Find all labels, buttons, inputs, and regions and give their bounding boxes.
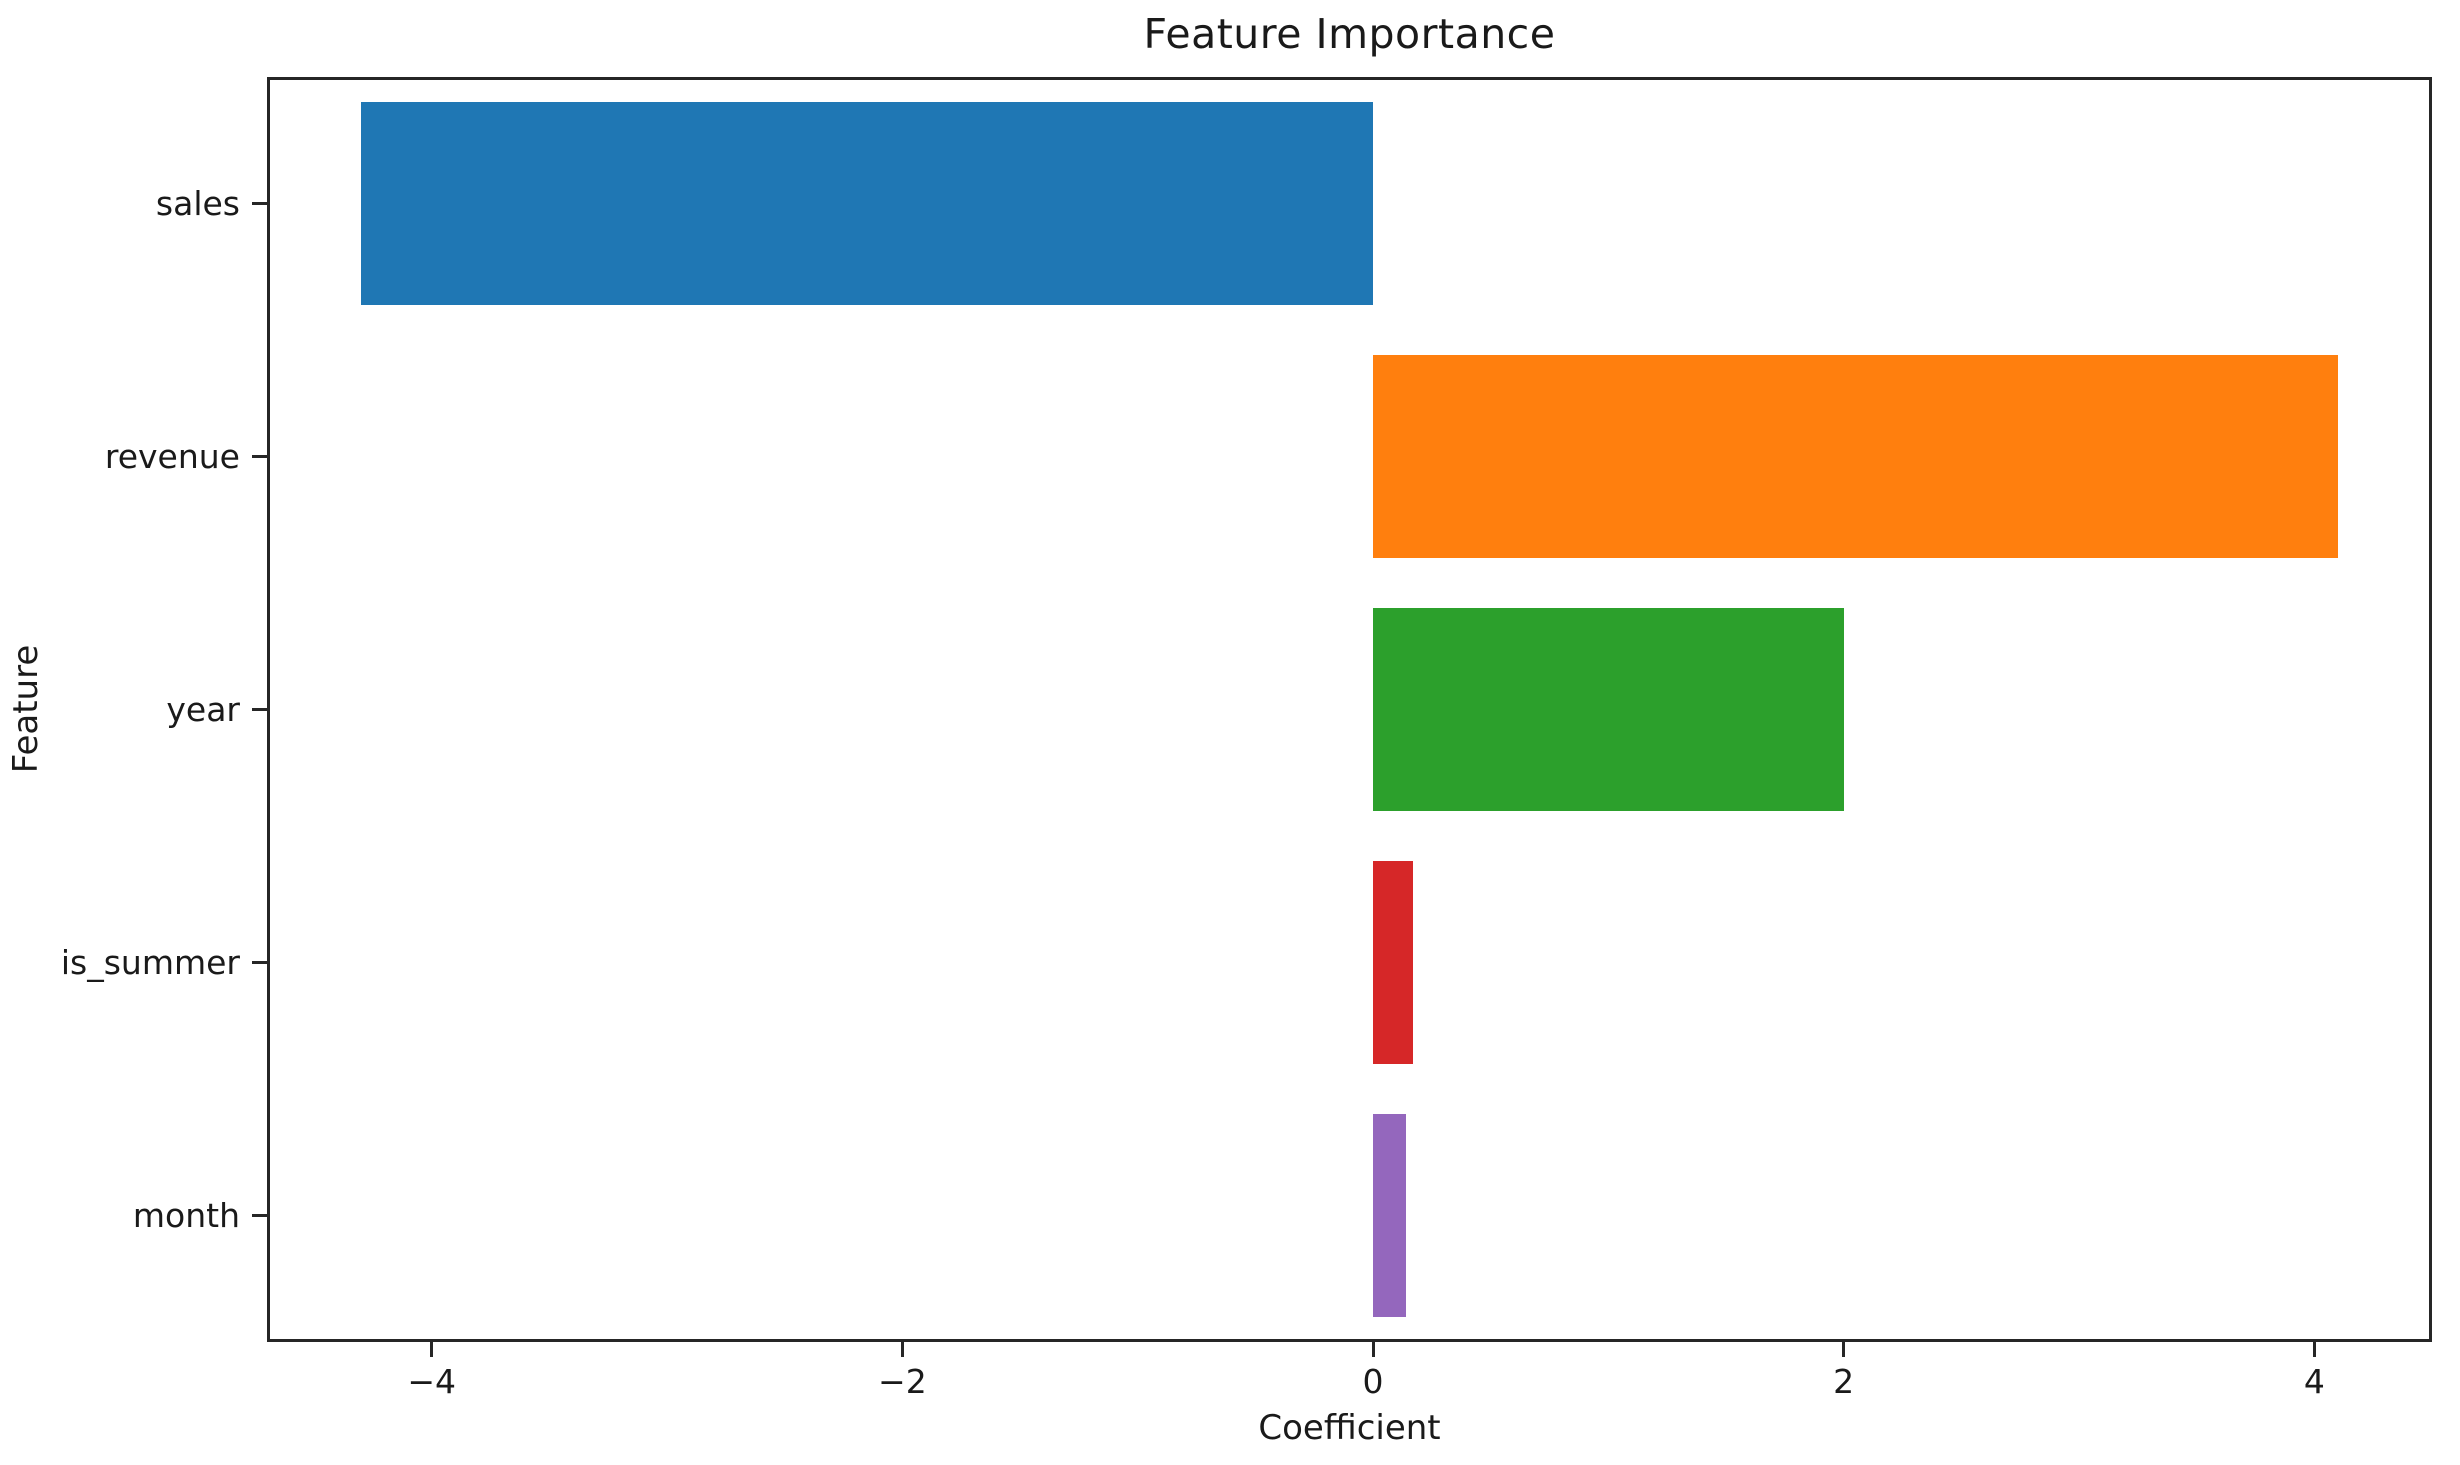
- y-tick-mark: [252, 202, 267, 205]
- y-tick-mark: [252, 961, 267, 964]
- x-tick-mark: [2312, 1342, 2316, 1357]
- bar-sales: [361, 102, 1374, 305]
- bar-revenue: [1373, 355, 2338, 558]
- x-tick-mark: [900, 1342, 904, 1357]
- y-tick-label: sales: [155, 183, 240, 223]
- x-tick-label: 2: [1833, 1362, 1855, 1401]
- plot-area: [267, 77, 2432, 1342]
- bar-is_summer: [1373, 861, 1414, 1064]
- bar-month: [1373, 1114, 1406, 1317]
- y-tick-mark: [252, 708, 267, 711]
- x-axis-label: Coefficient: [1258, 1408, 1441, 1448]
- y-tick-mark: [252, 1214, 267, 1217]
- y-tick-mark: [252, 455, 267, 458]
- y-tick-label: month: [132, 1195, 240, 1235]
- x-tick-label: −2: [878, 1362, 927, 1401]
- x-tick-mark: [1371, 1342, 1375, 1357]
- y-tick-label: is_summer: [60, 942, 240, 982]
- y-tick-label: revenue: [104, 436, 240, 476]
- x-tick-mark: [1842, 1342, 1846, 1357]
- y-tick-label: year: [166, 689, 240, 729]
- x-tick-mark: [430, 1342, 434, 1357]
- bar-year: [1373, 608, 1844, 811]
- x-tick-label: 4: [2303, 1362, 2325, 1401]
- chart-title: Feature Importance: [1143, 10, 1556, 58]
- x-tick-label: 0: [1362, 1362, 1384, 1401]
- x-tick-label: −4: [407, 1362, 457, 1401]
